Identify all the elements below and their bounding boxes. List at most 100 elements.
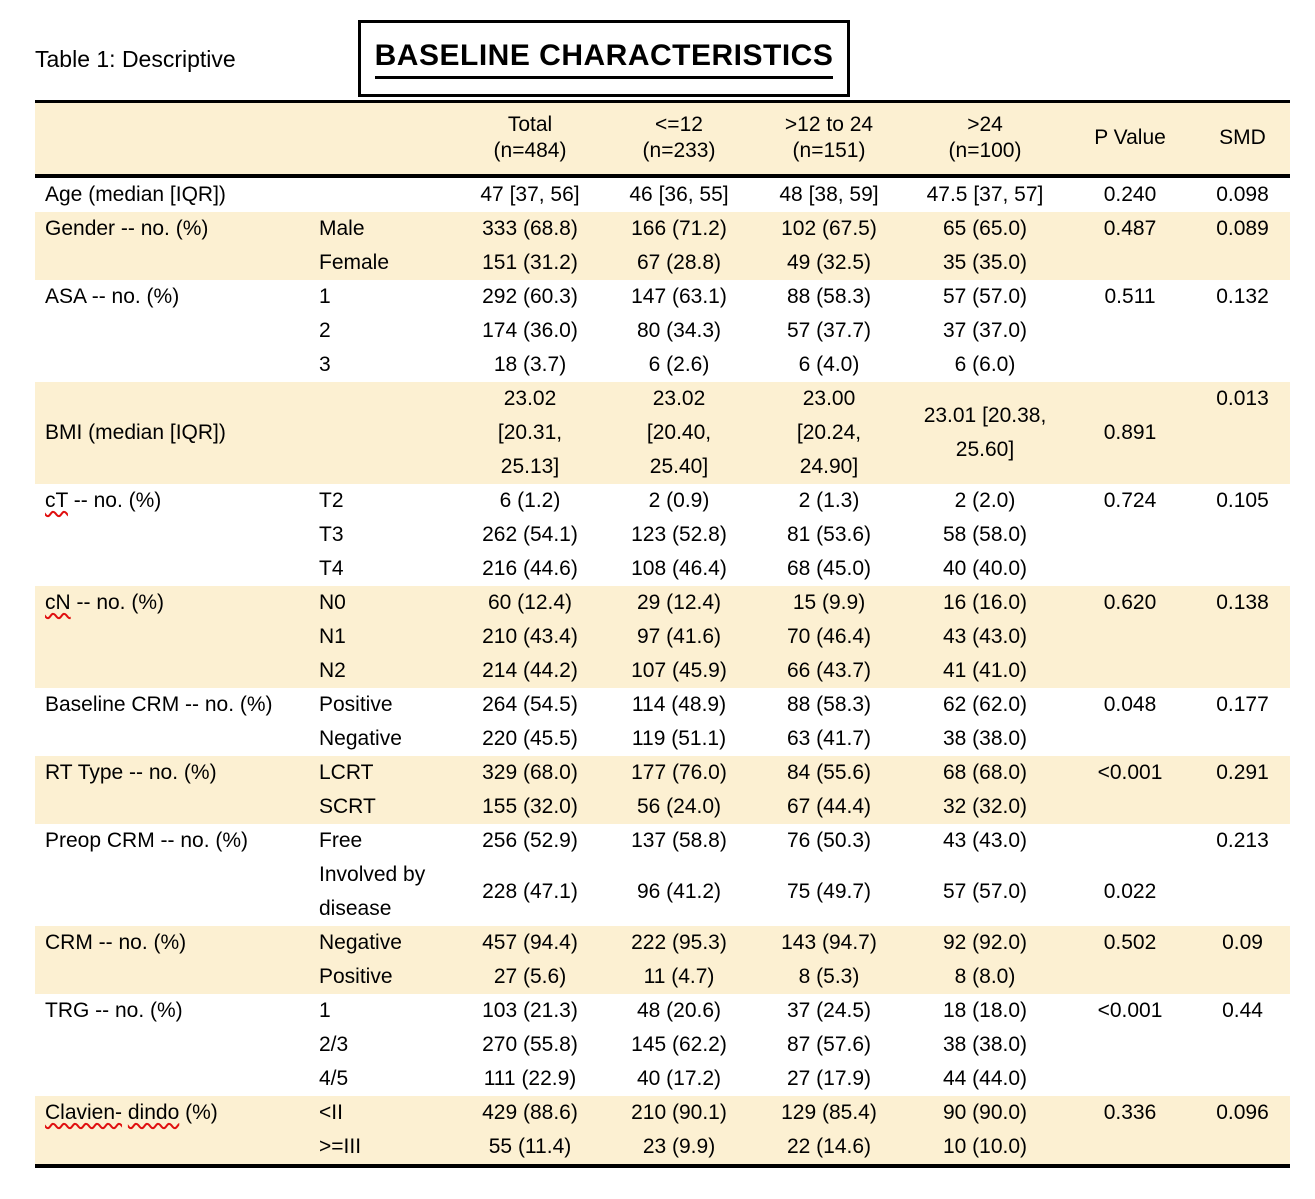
value-cell: 68 (45.0) (786, 556, 872, 580)
p-value-cell: 0.502 (1103, 930, 1157, 954)
value-cell: 15 (9.9) (792, 590, 866, 614)
value-cell: 143 (94.7) (781, 930, 877, 954)
column-header-le12: <=12 (n=233) (642, 113, 716, 163)
value-cell: 57 (57.0) (942, 284, 1028, 308)
value-cell: 48 (20.6) (636, 998, 722, 1022)
sub-label-cell: Involved by disease (319, 862, 426, 920)
value-cell: 41 (41.0) (942, 658, 1028, 682)
value-cell: 2 (1.3) (798, 488, 860, 512)
value-cell: 40 (17.2) (636, 1066, 722, 1090)
sub-label-cell: N1 (319, 624, 346, 648)
smd-cell: 0.098 (1216, 182, 1269, 206)
value-cell: 292 (60.3) (482, 284, 578, 308)
value-cell: 147 (63.1) (631, 284, 727, 308)
sub-label-cell: T3 (319, 522, 344, 546)
sub-label-cell: 2 (319, 318, 331, 342)
value-cell: 47.5 [37, 57] (926, 182, 1044, 206)
smd-cell: 0.089 (1216, 216, 1269, 240)
value-cell: 210 (43.4) (482, 624, 578, 648)
value-cell: 67 (28.8) (636, 250, 722, 274)
value-cell: 63 (41.7) (786, 726, 872, 750)
value-cell: 43 (43.0) (942, 624, 1028, 648)
value-cell: 8 (8.0) (954, 964, 1016, 988)
header-blank-sub (315, 102, 455, 176)
value-cell: 210 (90.1) (631, 1100, 727, 1124)
header-row: Total (n=484) <=12 (n=233) >12 to 24 (n=… (35, 101, 1290, 176)
value-cell: 23.02 [20.40, 25.40] (646, 386, 712, 478)
value-cell: 166 (71.2) (631, 216, 727, 240)
value-cell: 10 (10.0) (942, 1134, 1028, 1158)
value-cell: 177 (76.0) (631, 760, 727, 784)
value-cell: 228 (47.1) (482, 879, 578, 903)
value-cell: 270 (55.8) (482, 1032, 578, 1056)
value-cell: 56 (24.0) (636, 794, 722, 818)
value-cell: 80 (34.3) (636, 318, 722, 342)
column-header-12to24: >12 to 24 (n=151) (784, 113, 874, 163)
table-row: CRM -- no. (%) Negative 457 (94.4) 222 (95.… (35, 925, 1290, 960)
value-cell: 62 (62.0) (942, 692, 1028, 716)
table-caption: Table 1: Descriptive (35, 46, 236, 72)
value-cell: 75 (49.7) (786, 879, 872, 903)
sub-label-cell: N2 (319, 658, 346, 682)
row-label-cell: ASA -- no. (%) (45, 284, 180, 308)
column-header-total: Total (n=484) (493, 113, 567, 163)
row-label-cell: Baseline CRM -- no. (%) (45, 692, 273, 716)
value-cell: 18 (18.0) (942, 998, 1028, 1022)
table-row: TRG -- no. (%) 1 103 (21.3) 48 (20.6) 37 (24… (35, 993, 1290, 1028)
row-label-cell: Gender -- no. (%) (45, 216, 209, 240)
value-cell: 22 (14.6) (786, 1134, 872, 1158)
row-label-cell: cT -- no. (%) (45, 488, 162, 512)
value-cell: 27 (17.9) (786, 1066, 872, 1090)
title-box: BASELINE CHARACTERISTICS (358, 20, 850, 97)
value-cell: 145 (62.2) (631, 1032, 727, 1056)
row-label-cell: Clavien- dindo (%) (45, 1100, 218, 1124)
value-cell: 222 (95.3) (631, 930, 727, 954)
smd-cell: 0.105 (1216, 488, 1269, 512)
row-label-cell: BMI (median [IQR]) (45, 420, 226, 444)
sub-label-cell: Positive (319, 964, 393, 988)
value-cell: 18 (3.7) (493, 352, 567, 376)
sub-label-cell: Positive (319, 692, 393, 716)
p-value-cell: 0.336 (1103, 1100, 1157, 1124)
value-cell: 23.02 [20.31, 25.13] (497, 386, 563, 478)
p-value-cell: 0.724 (1103, 488, 1157, 512)
table-row: cT -- no. (%) T2 6 (1.2) 2 (0.9) 2 (1.3) 2 (2… (35, 483, 1290, 518)
baseline-characteristics-table: Total (n=484) <=12 (n=233) >12 to 24 (n=… (35, 100, 1290, 1168)
misspelled-word: Clavien- (45, 1100, 123, 1124)
value-cell: 114 (48.9) (631, 692, 727, 716)
value-cell: 23.01 [20.38, 25.60] (923, 403, 1047, 461)
value-cell: 151 (31.2) (482, 250, 578, 274)
value-cell: 155 (32.0) (482, 794, 578, 818)
value-cell: 60 (12.4) (487, 590, 573, 614)
value-cell: 174 (36.0) (482, 318, 578, 342)
value-cell: 32 (32.0) (942, 794, 1028, 818)
table-row: Clavien- dindo (%) <II 429 (88.6) 210 (90.1… (35, 1095, 1290, 1130)
value-cell: 129 (85.4) (781, 1100, 877, 1124)
value-cell: 35 (35.0) (942, 250, 1028, 274)
value-cell: 16 (16.0) (942, 590, 1028, 614)
value-cell: 84 (55.6) (786, 760, 872, 784)
value-cell: 43 (43.0) (942, 828, 1028, 852)
sub-label-cell: Female (319, 250, 390, 274)
sub-label-cell: >=III (319, 1134, 362, 1158)
value-cell: 216 (44.6) (482, 556, 578, 580)
p-value-cell: <0.001 (1097, 998, 1163, 1022)
value-cell: 88 (58.3) (786, 284, 872, 308)
value-cell: 23.00 [20.24, 24.90] (796, 386, 862, 478)
value-cell: 66 (43.7) (786, 658, 872, 682)
value-cell: 6 (2.6) (648, 352, 710, 376)
row-label-cell: CRM -- no. (%) (45, 930, 187, 954)
value-cell: 429 (88.6) (482, 1100, 578, 1124)
p-value-cell: 0.240 (1103, 182, 1157, 206)
p-value-cell: 0.487 (1103, 216, 1157, 240)
value-cell: 58 (58.0) (942, 522, 1028, 546)
sub-label-cell: 4/5 (319, 1066, 349, 1090)
misspelled-word: cT (45, 488, 68, 512)
value-cell: 70 (46.4) (786, 624, 872, 648)
table-row: Gender -- no. (%) Male 333 (68.8) 166 (71.2… (35, 211, 1290, 246)
sub-label-cell: LCRT (319, 760, 374, 784)
smd-cell: 0.09 (1222, 930, 1263, 954)
value-cell: 55 (11.4) (488, 1134, 572, 1158)
value-cell: 11 (4.7) (643, 964, 715, 988)
value-cell: 90 (90.0) (942, 1100, 1028, 1124)
